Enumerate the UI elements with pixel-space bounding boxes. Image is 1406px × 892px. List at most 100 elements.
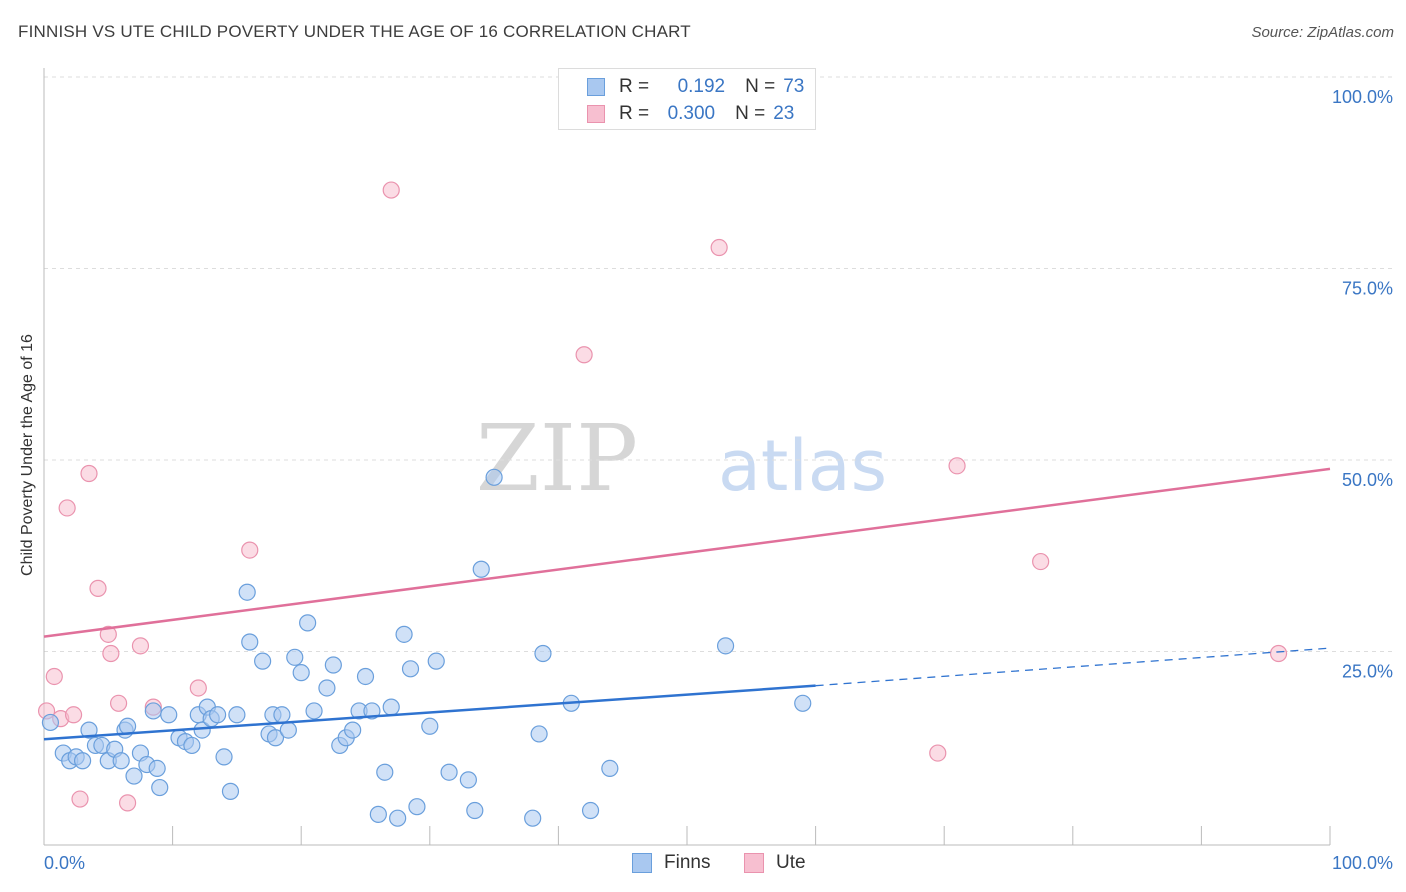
finns-point [318,679,336,697]
x-tick-label-max: 100.0% [1332,853,1393,873]
ute-point [109,694,128,712]
finns-point [440,763,458,781]
ute-point [131,637,150,655]
tick-labels: 25.0% 50.0% 75.0% 100.0% 0.0% 100.0% [44,87,1393,873]
finns-point [459,771,477,789]
finns-point [363,702,381,720]
bottom-ute-label: Ute [776,852,806,873]
finns-points [41,468,812,827]
ute-point [1269,644,1288,663]
ute-trendline [43,467,1331,638]
ute-point [58,499,76,517]
finns-point [376,763,394,781]
y-tick-label: 100.0% [1332,87,1393,107]
ute-point [948,457,966,475]
finns-point [401,660,420,678]
finns-point [601,759,619,778]
finns-point [299,614,317,632]
axes [43,68,1331,846]
ute-point [1032,552,1050,571]
finns-trendline-extension [815,647,1331,687]
finns-point [389,809,407,827]
ute-r-label: R = [619,103,650,124]
finns-n-label: N = [745,76,776,97]
finns-point [266,729,285,747]
y-tick-label: 25.0% [1342,662,1393,682]
finns-point [292,664,310,682]
y-tick-label: 75.0% [1342,279,1393,299]
finns-point [144,702,162,720]
finns-point [305,702,323,720]
finns-point [80,721,98,739]
finns-point [369,805,387,823]
finns-point [238,583,256,601]
legend-row-finns: R = 0.192 N = 73 [587,75,804,99]
finns-point [148,759,166,778]
grid-lines [44,76,1394,652]
ute-r-value: 0.300 [667,103,716,124]
ute-n-label: N = [735,103,766,124]
ute-point [102,644,120,663]
ute-point [71,790,89,808]
watermark-zip: ZIP [476,405,638,512]
ute-point [575,346,593,364]
ute-point [89,579,107,597]
finns-point [112,752,130,770]
finns-point [581,801,600,820]
correlation-legend: R = 0.192 N = 73 R = 0.300 N = 23 [558,68,816,130]
ute-point [64,706,83,724]
finns-swatch [587,78,605,96]
trendlines [43,467,1331,741]
bottom-legend-ute: Ute [744,852,806,874]
ute-point [710,238,728,257]
finns-point [324,656,342,674]
ute-point [241,541,259,559]
bottom-finns-swatch [632,853,652,873]
finns-trendline [43,684,816,741]
finns-r-label: R = [619,76,650,97]
watermark-atlas: atlas [718,425,887,507]
finns-point [524,809,542,827]
ute-point [189,679,207,697]
x-tick-label-min: 0.0% [44,853,85,873]
finns-r-value: 0.192 [677,76,726,97]
finns-point [183,736,201,755]
finns-point [421,717,439,735]
finns-point [151,778,169,797]
finns-point [530,725,548,743]
ute-point [118,794,137,812]
finns-point [73,752,92,770]
finns-point [427,652,445,670]
finns-point [215,748,233,766]
finns-point [254,652,272,670]
ute-point [99,625,117,643]
watermark: ZIP atlas [476,405,887,512]
chart-title: FINNISH VS UTE CHILD POVERTY UNDER THE A… [18,22,691,41]
finns-point [356,667,375,686]
legend-row-ute: R = 0.300 N = 23 [587,102,794,126]
ute-n-value: 23 [773,103,795,124]
chart-source: Source: ZipAtlas.com [1251,24,1394,41]
finns-point [125,767,143,785]
finns-n-value: 73 [783,76,805,97]
finns-point [466,801,484,820]
bottom-legend-finns: Finns [632,852,710,874]
ute-swatch [587,105,605,123]
finns-point [534,644,552,663]
finns-point [221,782,240,800]
finns-point [382,698,400,716]
finns-point [279,721,297,739]
ute-point [929,744,947,762]
finns-point [286,648,304,666]
bottom-finns-label: Finns [664,852,711,873]
finns-point [716,637,735,655]
finns-point [794,694,812,712]
finns-point [241,633,259,651]
finns-point [41,713,60,732]
finns-point [273,706,291,724]
y-tick-label: 50.0% [1342,470,1393,490]
finns-point [472,560,490,578]
finns-point [160,706,178,724]
ute-point [45,667,63,686]
